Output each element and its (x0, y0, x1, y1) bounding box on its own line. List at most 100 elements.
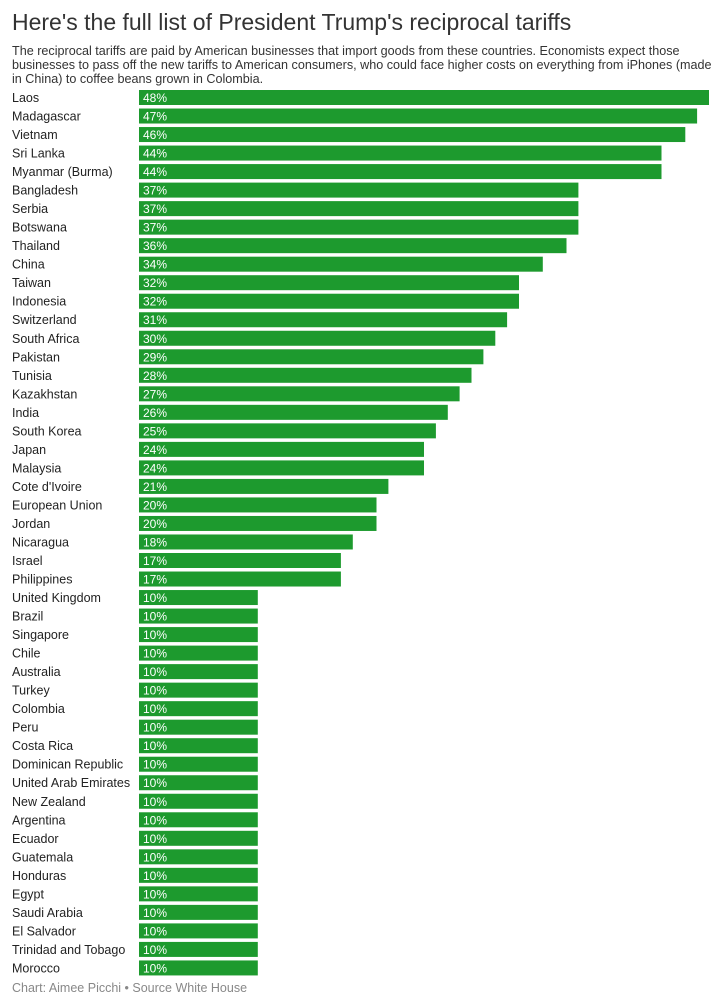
category-label: Guatemala (12, 850, 73, 864)
category-label: Turkey (12, 684, 50, 698)
category-label: Japan (12, 443, 46, 457)
category-label: China (12, 258, 45, 272)
category-label: Argentina (12, 813, 66, 827)
value-label: 10% (143, 702, 167, 716)
category-label: Morocco (12, 961, 60, 975)
value-label: 32% (143, 276, 167, 290)
category-label: Indonesia (12, 295, 66, 309)
category-label: New Zealand (12, 795, 86, 809)
value-label: 21% (143, 480, 167, 494)
bar (139, 127, 686, 143)
category-label: Thailand (12, 239, 60, 253)
value-label: 10% (143, 739, 167, 753)
category-label: Switzerland (12, 313, 77, 327)
value-label: 25% (143, 424, 167, 438)
category-label: Australia (12, 665, 61, 679)
category-label: Kazakhstan (12, 387, 77, 401)
bar (139, 960, 258, 976)
value-label: 34% (143, 258, 167, 272)
bar (139, 701, 258, 717)
category-label: South Africa (12, 332, 79, 346)
value-label: 29% (143, 350, 167, 364)
value-label: 26% (143, 406, 167, 420)
bar (139, 904, 258, 920)
value-label: 10% (143, 961, 167, 975)
value-label: 10% (143, 610, 167, 624)
bar (139, 571, 341, 587)
bar (139, 238, 567, 254)
category-label: European Union (12, 498, 102, 512)
bar (139, 719, 258, 735)
chart-title: Here's the full list of President Trump'… (12, 9, 572, 35)
value-label: 10% (143, 813, 167, 827)
bar (139, 182, 579, 198)
bar (139, 553, 341, 568)
category-label: Sri Lanka (12, 147, 65, 161)
value-label: 10% (143, 776, 167, 790)
bar (139, 275, 519, 291)
value-label: 48% (143, 91, 167, 105)
value-label: 10% (143, 850, 167, 864)
value-label: 10% (143, 832, 167, 846)
value-label: 18% (143, 535, 167, 549)
value-label: 10% (143, 721, 167, 735)
bar (139, 423, 436, 439)
value-label: 46% (143, 128, 167, 142)
category-label: Colombia (12, 702, 65, 716)
category-label: Myanmar (Burma) (12, 165, 113, 179)
value-label: 27% (143, 387, 167, 401)
bar (139, 756, 258, 772)
value-label: 17% (143, 554, 167, 568)
value-label: 10% (143, 924, 167, 938)
bar (139, 330, 496, 346)
bar (139, 590, 258, 606)
value-label: 47% (143, 110, 167, 124)
category-label: United Kingdom (12, 591, 101, 605)
chart-footer: Chart: Aimee Picchi • Source White House (12, 981, 248, 995)
bar (139, 923, 258, 939)
bar (139, 849, 258, 865)
value-label: 44% (143, 147, 167, 161)
value-label: 10% (143, 795, 167, 809)
bar (139, 793, 258, 809)
bar (139, 608, 258, 624)
bar (139, 145, 662, 161)
bar (139, 312, 508, 328)
category-label: El Salvador (12, 924, 76, 938)
bar (139, 738, 258, 754)
bar (139, 534, 353, 550)
value-label: 10% (143, 591, 167, 605)
bar (139, 682, 258, 698)
category-label: Dominican Republic (12, 758, 123, 772)
value-label: 10% (143, 869, 167, 883)
bar (139, 404, 448, 420)
bar (139, 497, 377, 513)
bar (139, 367, 472, 383)
value-label: 37% (143, 184, 167, 198)
bar (139, 460, 424, 476)
value-label: 10% (143, 906, 167, 920)
chart-subtitle: The reciprocal tariffs are paid by Ameri… (12, 44, 712, 86)
category-label: Singapore (12, 628, 69, 642)
value-label: 10% (143, 943, 167, 957)
value-label: 20% (143, 498, 167, 512)
bar (139, 886, 258, 902)
category-label: Egypt (12, 887, 44, 901)
bar (139, 867, 258, 883)
category-label: Jordan (12, 517, 50, 531)
value-label: 10% (143, 647, 167, 661)
category-label: Madagascar (12, 110, 81, 124)
category-label: Vietnam (12, 128, 58, 142)
category-label: Laos (12, 91, 39, 105)
category-label: Cote d'Ivoire (12, 480, 82, 494)
value-label: 37% (143, 221, 167, 235)
bar (139, 627, 258, 643)
bar (139, 645, 258, 661)
category-label: Chile (12, 647, 41, 661)
category-label: Tunisia (12, 369, 52, 383)
bar (139, 90, 709, 105)
category-label: Ecuador (12, 832, 59, 846)
category-label: United Arab Emirates (12, 776, 130, 790)
bar (139, 386, 460, 402)
